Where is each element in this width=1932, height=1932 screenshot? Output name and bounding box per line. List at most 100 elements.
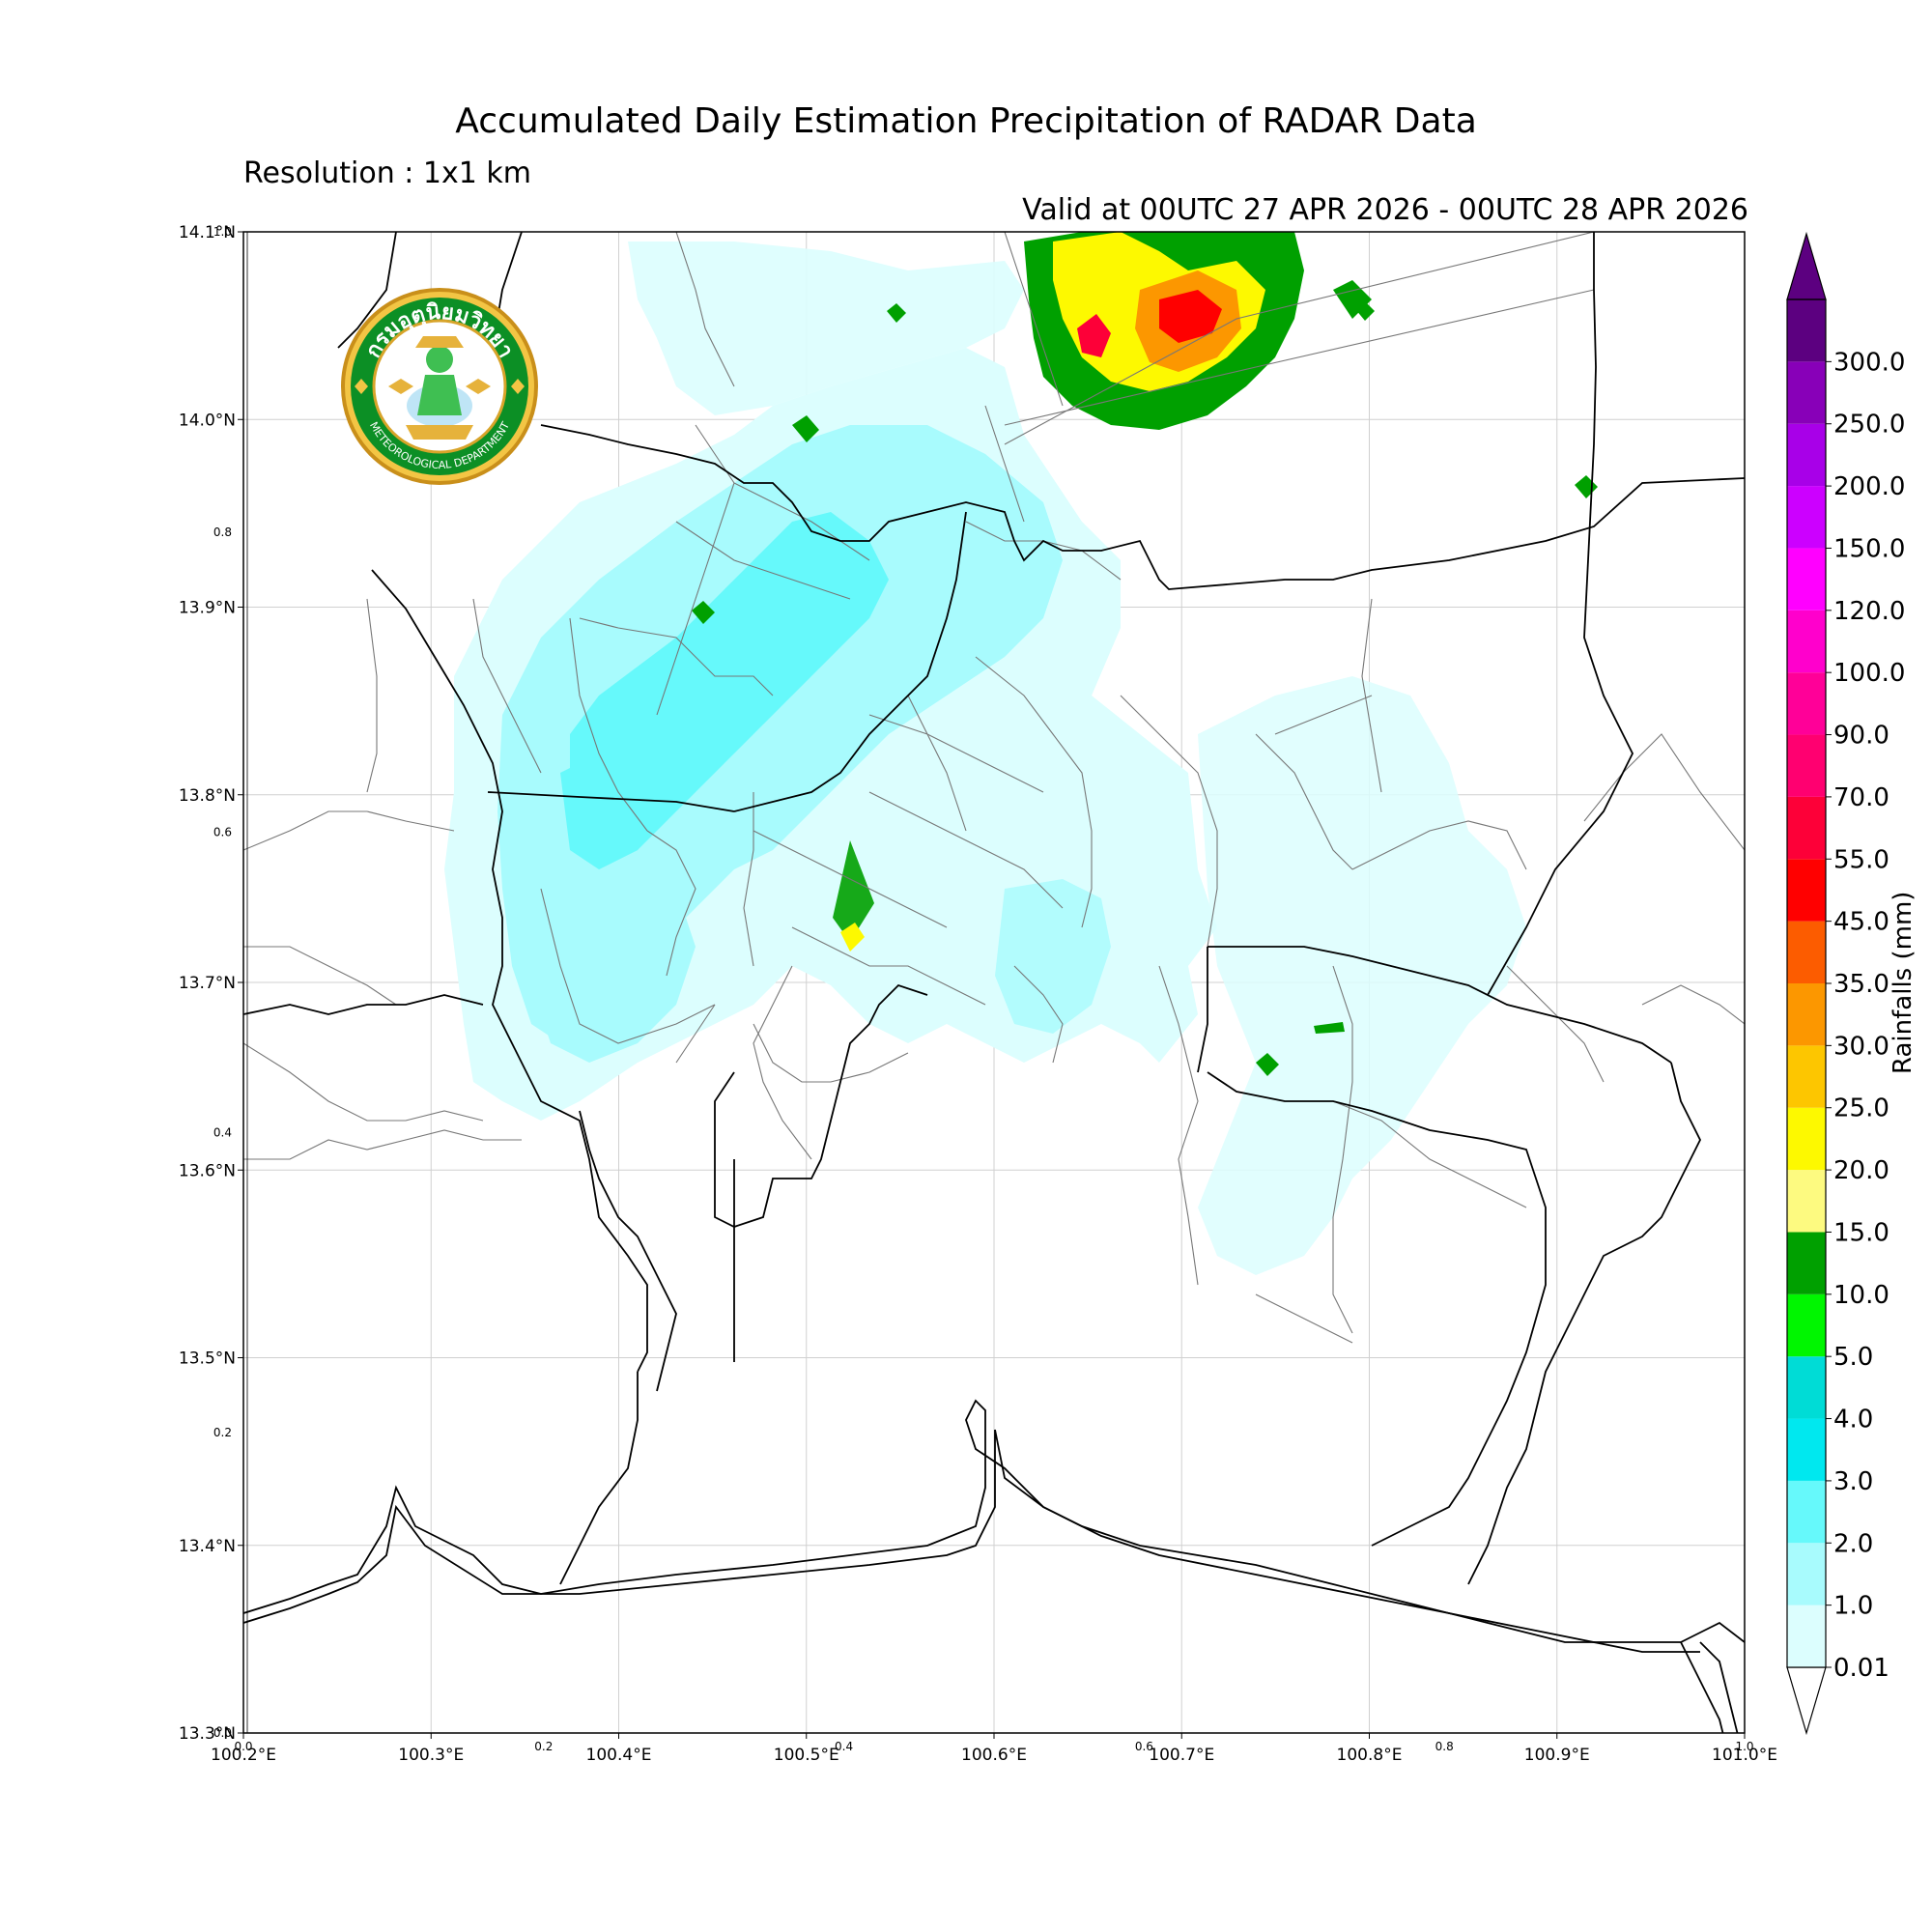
cell-green-6 [887,303,906,323]
colorbar-level-label: 300.0 [1833,348,1905,377]
cell-green-2 [792,415,819,442]
rain-area-medium-east [995,879,1111,1034]
colorbar-level-label: 150.0 [1833,534,1905,563]
inner-x-tick-label: 0.0 [234,1740,252,1753]
colorbar-segment [1787,859,1826,922]
colorbar-segment [1787,1605,1826,1667]
storm-core-red [1159,290,1222,343]
lat-tick-label: 13.8°N [179,786,236,806]
lon-tick-label: 100.9°E [1524,1746,1590,1765]
cell-green-1 [833,840,874,942]
colorbar-level-label: 30.0 [1833,1032,1889,1061]
colorbar-segment [1787,486,1826,549]
colorbar-segment [1787,1232,1826,1294]
colorbar-segment [1787,734,1826,797]
lat-tick-label: 13.7°N [179,974,236,993]
colorbar-segment [1787,1543,1826,1605]
colorbar-level-label: 3.0 [1833,1467,1873,1496]
colorbar-segment [1787,983,1826,1046]
colorbar-segment [1787,1418,1826,1481]
colorbar-segment [1787,1356,1826,1419]
colorbar-level-label: 120.0 [1833,597,1905,626]
cell-green-4 [1256,1053,1279,1076]
inner-y-tick-labels: 0.0 0.2 0.4 0.6 0.8 1.0 [213,225,232,1740]
lon-tick-label: 100.8°E [1337,1746,1403,1765]
province-boundaries [243,232,1745,1733]
colorbar-segment [1787,1170,1826,1233]
colorbar: 0.01 1.0 2.0 3.0 4.0 5.0 10.0 15.0 20.0 25.0 30.0 3… [1786,231,1905,1736]
lon-tick-label: 100.4°E [586,1746,652,1765]
cell-green-8 [1355,301,1375,321]
colorbar-segment [1787,1107,1826,1171]
boundary-layer [243,232,1745,1733]
rain-area-medium-south [531,869,696,1063]
chart-title: Accumulated Daily Estimation Precipitati… [455,101,1477,141]
rain-area-bright [570,512,889,869]
colorbar-segment [1787,672,1826,735]
colorbar-segment [1787,423,1826,487]
colorbar-level-label: 10.0 [1833,1281,1889,1310]
lon-tick-label: 100.7°E [1149,1746,1214,1765]
plot-area [242,231,1746,1734]
colorbar-segment [1787,796,1826,860]
lon-tick-label: 100.2°E [211,1746,276,1765]
colorbar-level-label: 70.0 [1833,783,1889,812]
colorbar-level-label: 100.0 [1833,659,1905,688]
colorbar-segment [1787,1293,1826,1357]
inner-x-tick-label: 0.8 [1435,1740,1454,1753]
inner-y-tick-label: 0.6 [213,826,232,839]
lat-tick-label: 14.0°N [179,411,236,430]
colorbar-level-label: 55.0 [1833,845,1889,874]
colorbar-segment [1787,299,1826,362]
resolution-label: Resolution : 1x1 km [243,156,531,190]
inner-x-tick-labels: 0.0 0.2 0.4 0.6 0.8 1.0 [234,1740,1753,1753]
colorbar-segment [1787,610,1826,673]
colorbar-level-label: 15.0 [1833,1218,1889,1247]
inner-x-tick-label: 0.2 [534,1740,553,1753]
lat-tick-label: 13.9°N [179,599,236,618]
colorbar-level-label: 4.0 [1833,1406,1873,1435]
colorbar-under-triangle [1786,1666,1827,1736]
inner-y-tick-label: 0.2 [213,1426,232,1439]
colorbar-level-label: 35.0 [1833,970,1889,999]
rain-area-light-east [1198,676,1526,1275]
colorbar-over-triangle [1786,231,1827,300]
inner-y-tick-label: 0.0 [213,1726,232,1740]
colorbar-title: Rainfalls (mm) [1889,892,1918,1074]
lat-tick-label: 13.6°N [179,1161,236,1180]
storm-core-red-west [1077,314,1111,357]
colorbar-level-label: 90.0 [1833,722,1889,751]
inner-x-tick-label: 0.4 [835,1740,853,1753]
latitude-labels: 13.3°N 13.4°N 13.5°N 13.6°N 13.7°N 13.8°N 13.9… [179,223,243,1744]
colorbar-level-label: 250.0 [1833,411,1905,440]
inner-frame [246,231,1746,1734]
colorbar-segment [1787,1480,1826,1544]
inner-x-tick-label: 1.0 [1735,1740,1753,1753]
cell-yellow-1 [840,923,865,952]
cell-green-7 [1314,1022,1345,1034]
inner-y-tick-label: 0.4 [213,1125,232,1139]
tmd-logo: กรมอุตุนิยมวิทยา METEOROLOGICAL DEPARTME… [341,288,538,485]
lon-tick-label: 100.6°E [961,1746,1027,1765]
colorbar-level-label: 45.0 [1833,908,1889,937]
tmd-emblem-icon [388,336,491,440]
colorbar-segment [1787,548,1826,611]
inner-y-tick-label: 1.0 [213,225,232,239]
colorbar-level-label: 25.0 [1833,1094,1889,1123]
inner-y-tick-label: 0.8 [213,526,232,539]
colorbar-level-label: 0.01 [1833,1654,1889,1683]
colorbar-segment [1787,1045,1826,1108]
colorbar-segment [1787,921,1826,983]
longitude-labels: 100.2°E 100.3°E 100.4°E 100.5°E 100.6°E 100.7… [211,1733,1777,1765]
valid-time-label: Valid at 00UTC 27 APR 2026 - 00UTC 28 AP… [1022,193,1748,227]
lon-tick-label: 100.3°E [398,1746,464,1765]
colorbar-level-label: 1.0 [1833,1592,1873,1621]
lon-tick-label: 100.5°E [774,1746,839,1765]
colorbar-level-label: 20.0 [1833,1156,1889,1185]
lat-tick-label: 13.5°N [179,1350,236,1369]
lat-tick-label: 14.1°N [179,223,236,242]
lat-tick-label: 13.4°N [179,1537,236,1556]
inner-x-tick-label: 0.6 [1135,1740,1153,1753]
colorbar-level-label: 200.0 [1833,472,1905,501]
